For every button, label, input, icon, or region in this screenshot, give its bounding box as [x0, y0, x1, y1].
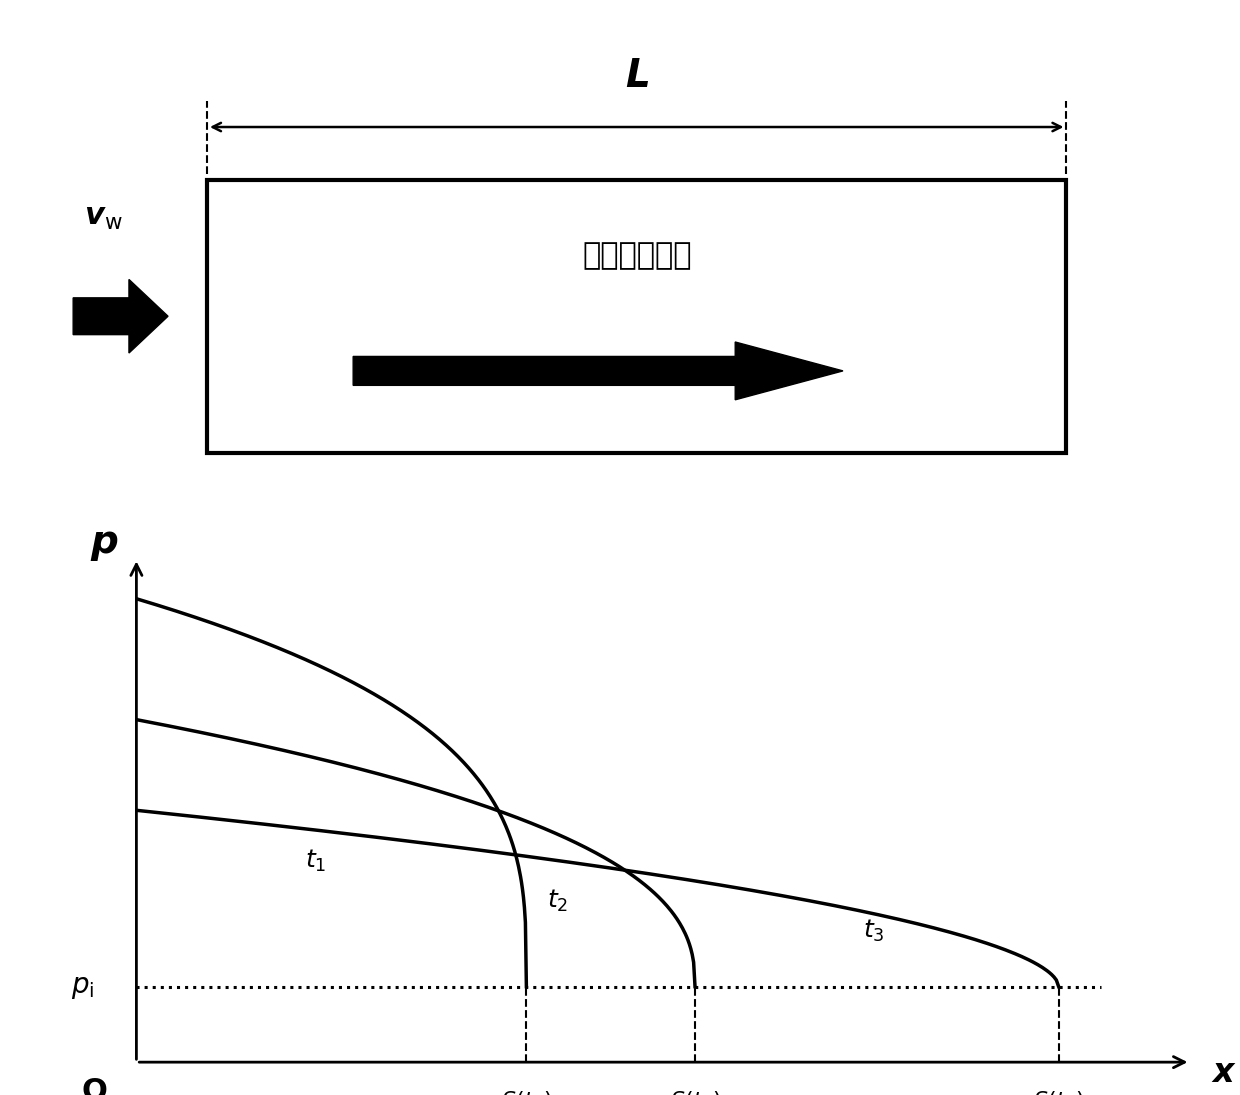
Text: O: O [82, 1077, 107, 1095]
Text: 多孔介质岩心: 多孔介质岩心 [582, 242, 692, 270]
Text: $S(t_3)$: $S(t_3)$ [1033, 1090, 1084, 1095]
Text: $t_1$: $t_1$ [305, 848, 326, 874]
Text: $t_3$: $t_3$ [863, 918, 885, 944]
FancyArrow shape [73, 279, 167, 353]
FancyArrow shape [353, 342, 843, 400]
Text: $S(t_1)$: $S(t_1)$ [501, 1090, 552, 1095]
Text: $p_{\mathrm{i}}$: $p_{\mathrm{i}}$ [71, 972, 94, 1001]
Bar [207, 180, 1066, 453]
Text: $\boldsymbol{L}$: $\boldsymbol{L}$ [625, 57, 649, 95]
Text: $\boldsymbol{p}$: $\boldsymbol{p}$ [91, 526, 119, 564]
Text: $\boldsymbol{x}$: $\boldsymbol{x}$ [1211, 1056, 1238, 1088]
Text: $\boldsymbol{v}_{\mathrm{w}}$: $\boldsymbol{v}_{\mathrm{w}}$ [84, 204, 123, 232]
Text: $S(t_2)$: $S(t_2)$ [670, 1090, 720, 1095]
Text: $t_2$: $t_2$ [547, 888, 569, 914]
